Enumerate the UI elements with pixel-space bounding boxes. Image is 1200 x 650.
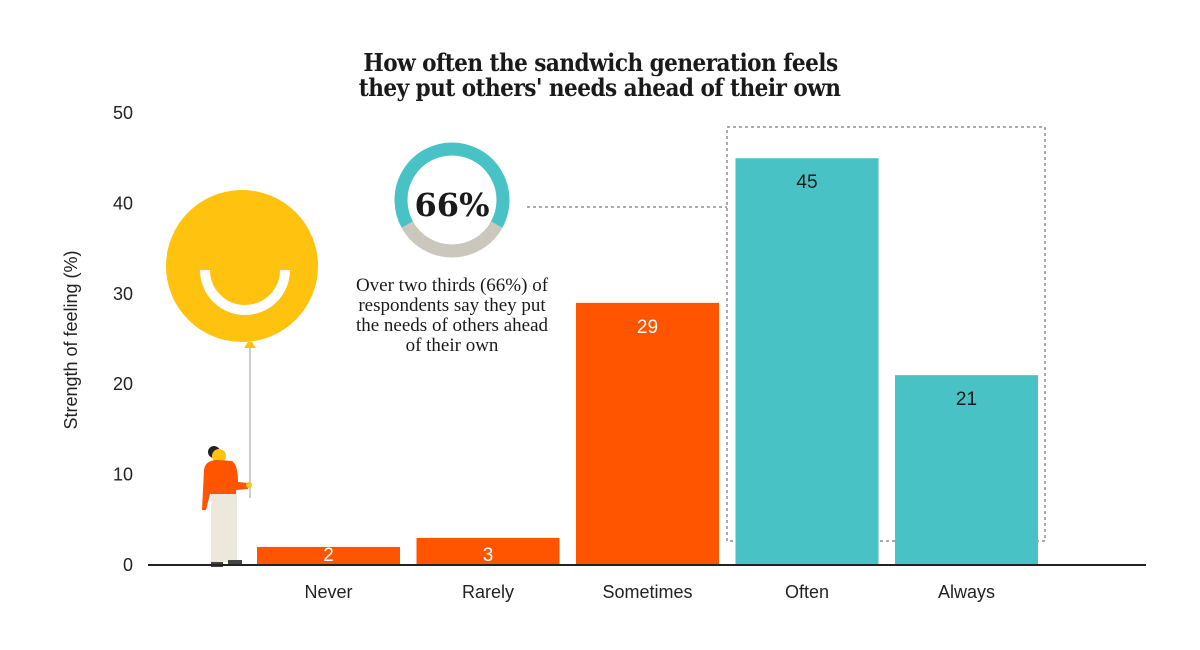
bar-value-label: 45 <box>796 172 817 193</box>
y-tick-label: 10 <box>113 465 133 485</box>
y-tick-label: 30 <box>113 284 133 304</box>
donut-remaining-arc <box>401 221 503 258</box>
chart-title: How often the sandwich generation feels … <box>0 50 1200 100</box>
x-tick-label: Often <box>785 582 829 602</box>
donut-66-percent <box>394 142 510 258</box>
highlight-box <box>726 126 1046 542</box>
person-illustration <box>202 446 252 567</box>
y-tick-label: 50 <box>113 103 133 123</box>
chart-title-line-2: they put others' needs ahead of their ow… <box>359 73 841 102</box>
y-tick-label: 20 <box>113 374 133 394</box>
bar-value-label: 3 <box>483 545 494 566</box>
bar-value-label: 21 <box>956 389 977 410</box>
highlight-note: Over two thirds (66%) of respondents say… <box>355 275 549 356</box>
bar-never <box>257 546 400 565</box>
donut-filled-arc <box>394 142 510 228</box>
balloon-illustration <box>166 190 318 498</box>
x-tick-label: Rarely <box>462 582 514 602</box>
y-axis-label: Strength of feeling (%) <box>61 250 81 429</box>
y-tick-label: 40 <box>113 193 133 213</box>
chart-title-line-1: How often the sandwich generation feels <box>362 48 838 77</box>
x-tick-label: Always <box>938 582 995 602</box>
x-tick-label: Sometimes <box>602 582 692 602</box>
y-tick-label: 0 <box>123 555 133 575</box>
bar-value-label: 2 <box>323 545 334 566</box>
bar-often <box>735 158 879 565</box>
x-tick-label: Never <box>304 582 352 602</box>
bar-rarely <box>416 537 560 565</box>
bar-always <box>895 375 1038 565</box>
bar-value-label: 29 <box>637 317 658 338</box>
bar-sometimes <box>576 302 719 565</box>
donut-value: 66% <box>415 186 490 224</box>
